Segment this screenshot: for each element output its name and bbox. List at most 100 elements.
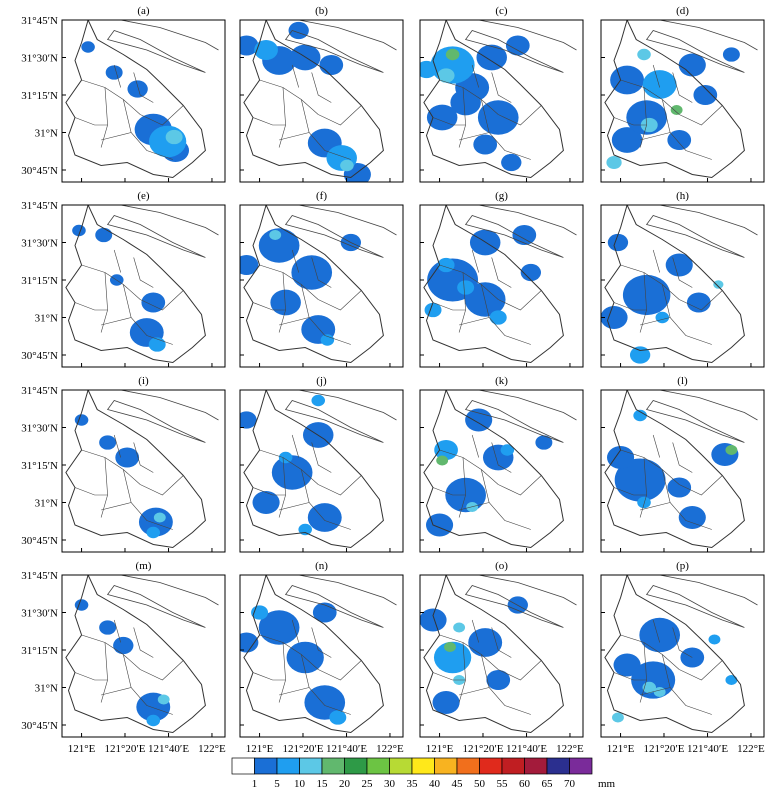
precip-contour (613, 653, 641, 677)
district-boundary (140, 660, 184, 681)
precip-contour (157, 694, 170, 705)
precip-contour (655, 311, 670, 324)
map-panel: (c) (419, 5, 584, 183)
district-boundary (613, 302, 647, 311)
map-panel: (b) (239, 5, 404, 183)
precip-contour (252, 491, 280, 514)
precip-contour (722, 47, 740, 62)
precip-contour (611, 127, 643, 153)
district-boundary (620, 264, 680, 300)
district-boundary (652, 434, 660, 458)
panel-label: (n) (315, 560, 328, 572)
shanghai-boundary (243, 575, 384, 734)
precip-contour (653, 686, 666, 698)
base-map (604, 575, 758, 734)
latitude-label: 31°N (35, 313, 58, 325)
district-boundary (252, 672, 286, 681)
precip-contour (640, 117, 658, 133)
panel-label: (f) (316, 190, 327, 202)
district-boundary (81, 264, 141, 300)
longitude-label: 121°40′E (148, 743, 189, 755)
precip-contour (240, 35, 259, 56)
precip-contour (612, 712, 624, 723)
coastline (266, 205, 397, 236)
coastline (627, 205, 758, 236)
district-boundary (679, 290, 723, 311)
colorbar-level-label: 20 (339, 778, 351, 790)
district-boundary (672, 72, 693, 103)
district-boundary (259, 449, 319, 485)
island-outline (284, 215, 384, 258)
precip-contour (240, 411, 257, 429)
panel-label: (a) (137, 5, 150, 17)
island-outline (106, 215, 206, 258)
map-panel: (g) (419, 190, 584, 368)
precip-contour (606, 156, 622, 169)
district-boundary (259, 264, 319, 300)
precipitation-field (72, 224, 166, 352)
district-boundary (252, 117, 286, 126)
precipitation-field (240, 228, 362, 346)
district-boundary (481, 284, 531, 345)
base-map (604, 390, 758, 549)
district-boundary (640, 317, 671, 326)
district-boundary (133, 627, 154, 658)
precip-contour (637, 496, 651, 509)
precip-contour (512, 224, 537, 246)
island-outline (284, 30, 384, 73)
district-boundary (679, 475, 723, 496)
precip-contour (505, 35, 530, 56)
precip-contour (432, 691, 460, 714)
latitude-label: 31°45′N (21, 570, 58, 582)
panel-label: (l) (677, 375, 688, 387)
precipitation-field (420, 35, 530, 172)
district-boundary (140, 290, 184, 311)
district-boundary (318, 105, 362, 126)
colorbar-level-label: 40 (429, 778, 441, 790)
island-outline (464, 400, 564, 443)
base-map (604, 205, 758, 364)
longitude-label: 121°40′E (687, 743, 728, 755)
colorbar-unit-label: mm (598, 778, 616, 790)
panel-label: (h) (676, 190, 689, 202)
coastline (266, 20, 397, 51)
panel-frame (419, 389, 584, 553)
district-boundary (432, 487, 466, 496)
longitude-label: 121°20′E (462, 743, 503, 755)
panel-label: (p) (676, 560, 689, 572)
latitude-label: 31°15′N (21, 460, 58, 472)
precip-contour (141, 292, 166, 313)
district-boundary (640, 502, 671, 511)
district-boundary (311, 442, 332, 473)
panel-label: (o) (495, 560, 508, 572)
precip-contour (72, 224, 86, 237)
district-boundary (662, 284, 712, 345)
precip-contour (610, 65, 645, 95)
district-boundary (432, 672, 466, 681)
precip-contour (278, 451, 293, 464)
district-boundary (101, 132, 132, 141)
island-outline (464, 215, 564, 258)
shanghai-boundary (604, 390, 745, 549)
precip-contour (340, 159, 354, 172)
panel-frame (61, 204, 226, 368)
district-boundary (113, 619, 121, 643)
district-boundary (74, 302, 108, 311)
district-boundary (140, 475, 184, 496)
precipitation-field (81, 41, 190, 162)
precip-contour (450, 89, 481, 116)
panel-label: (e) (137, 190, 150, 202)
panel-frame (239, 204, 404, 368)
panel-frame (239, 19, 404, 183)
base-map (423, 575, 577, 734)
coastline (88, 575, 219, 606)
district-boundary (652, 619, 660, 643)
longitude-label: 121°E (607, 743, 635, 755)
coastline (88, 390, 219, 421)
base-map (423, 205, 577, 364)
map-panel: (i) (61, 375, 226, 553)
district-boundary (459, 132, 490, 141)
district-boundary (471, 434, 479, 458)
shanghai-boundary (423, 575, 564, 734)
panel-background (601, 20, 764, 182)
